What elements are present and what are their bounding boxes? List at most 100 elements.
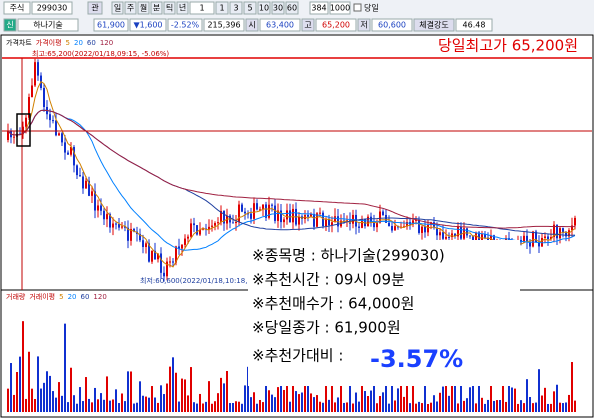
candle (457, 226, 459, 237)
volume-bar (253, 392, 255, 412)
candle (526, 235, 528, 243)
candle (244, 211, 246, 214)
volume-bar (559, 402, 561, 412)
volume-bar (532, 403, 534, 412)
volume-bar (22, 321, 24, 412)
candle (292, 208, 294, 223)
candle (7, 131, 9, 140)
label: 저 (360, 21, 367, 30)
high-note: 최고:65,200(2022/01/18,09:15, -5.06%) (32, 49, 169, 58)
candle (64, 142, 66, 153)
candle (148, 243, 150, 262)
high: 65,200 (322, 21, 350, 30)
volume-bar (385, 366, 387, 412)
field (167, 18, 203, 32)
volume-bar (298, 394, 300, 412)
candle (133, 228, 135, 232)
field (176, 1, 189, 15)
volume-bar (493, 400, 495, 412)
volume-bar (406, 381, 408, 412)
volume-bar (169, 366, 171, 412)
candle (415, 219, 417, 221)
volume-bar (346, 402, 348, 412)
volume-bar (130, 371, 132, 412)
volume-bar (565, 402, 567, 412)
volume-bar (373, 363, 375, 412)
legend-item: 거래량 (6, 292, 26, 301)
legend-item: 가격이평 (36, 38, 62, 47)
volume-bar (517, 403, 519, 412)
legend-item: 20 (74, 39, 83, 47)
candle (313, 213, 315, 227)
candle (256, 203, 258, 210)
volume-bar (352, 403, 354, 412)
volume-bar (100, 393, 102, 412)
volume-bar (514, 388, 516, 412)
volume-bar (460, 362, 462, 412)
volume-bar (379, 396, 381, 412)
candle (448, 236, 450, 238)
candle (535, 231, 537, 243)
legend-item: 가격차트 (6, 38, 32, 47)
volume-bar (232, 402, 234, 412)
field (215, 1, 229, 15)
field (163, 1, 176, 15)
candle (454, 233, 456, 237)
candle (124, 226, 126, 228)
volume-bar (61, 395, 63, 412)
headline: 당일최고가 65,200원 (438, 37, 578, 55)
field (93, 18, 129, 32)
volume-bar (265, 367, 267, 412)
volume-bar (94, 387, 96, 412)
legend-item: 5 (66, 39, 70, 47)
volume-bar (427, 403, 429, 412)
candle (82, 176, 84, 189)
volume-bar (499, 399, 501, 412)
candle (157, 253, 159, 260)
period-button: 월 (140, 3, 147, 13)
volume-bar (451, 378, 453, 412)
volume-bar (340, 376, 342, 412)
entry-box (16, 113, 31, 147)
label: 시 (248, 21, 255, 30)
candle (484, 234, 486, 238)
volume-bar (7, 388, 9, 412)
candle (565, 232, 567, 237)
candle (25, 117, 27, 127)
candle (475, 232, 477, 245)
volume-bar (145, 396, 147, 412)
volume-bar (505, 401, 507, 412)
volume-bar (325, 382, 327, 412)
field (3, 1, 31, 15)
volume-bar (127, 371, 129, 412)
minute-button: 30 (273, 4, 283, 13)
volume-bar (337, 397, 339, 412)
volume-bar (319, 401, 321, 412)
volume-bar (247, 366, 249, 412)
moving-average (7, 109, 576, 251)
volume-bar (331, 375, 333, 412)
candle (280, 210, 282, 223)
candle (481, 234, 483, 243)
legend-item: 120 (93, 293, 106, 301)
volume-bar (196, 403, 198, 412)
candle (424, 226, 426, 233)
candle (358, 226, 360, 228)
field (285, 1, 299, 15)
volume-bar (235, 401, 237, 412)
candle (100, 205, 102, 211)
info-result: -3.57% (370, 345, 463, 373)
volume-bar (118, 403, 120, 412)
volume-bar (430, 402, 432, 412)
moving-average (7, 80, 576, 268)
low-note: 최저:60,600(2022/01/18,10:18, (140, 276, 247, 285)
volume-bar (157, 402, 159, 412)
volume-bar (436, 401, 438, 412)
volume-bar (472, 385, 474, 412)
volume-bar (34, 399, 36, 412)
volume-bar (181, 378, 183, 412)
volume-bar (328, 399, 330, 412)
candle (178, 246, 180, 249)
candle (328, 218, 330, 226)
